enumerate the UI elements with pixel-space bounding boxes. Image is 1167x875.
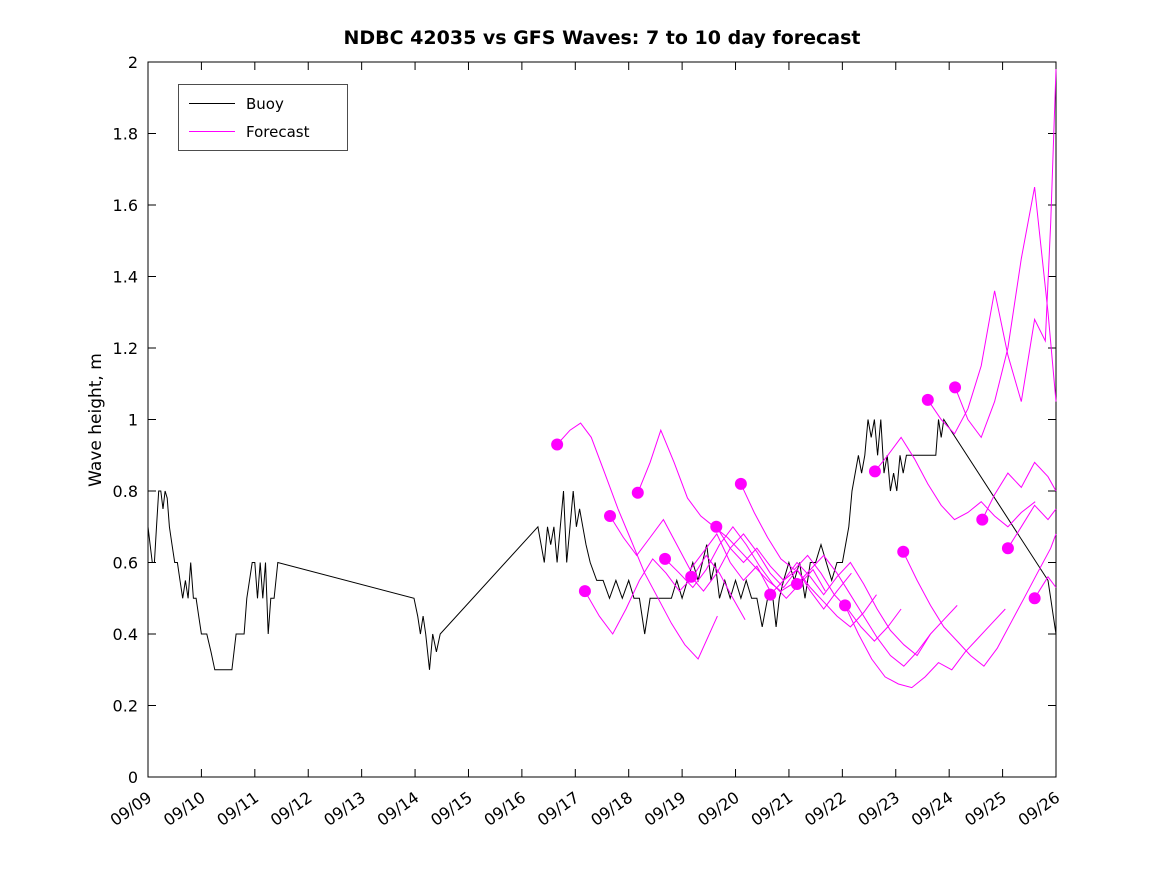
y-tick-label: 2	[128, 53, 138, 72]
legend-label-buoy: Buoy	[246, 94, 284, 113]
forecast-start-dot	[631, 486, 644, 499]
forecast-start-dot	[839, 599, 852, 612]
y-tick-label: 1.8	[113, 125, 138, 144]
forecast-start-dot	[868, 465, 881, 478]
forecast-start-dot	[976, 513, 989, 526]
forecast-line	[1034, 575, 1057, 599]
legend-entry-forecast: Forecast	[189, 122, 329, 141]
forecast-start-dot	[764, 588, 777, 601]
legend: Buoy Forecast	[178, 84, 348, 151]
y-axis-label: Wave height, m	[86, 353, 106, 487]
forecast-start-dot	[790, 577, 803, 590]
legend-entry-buoy: Buoy	[189, 94, 329, 113]
forecast-line	[690, 533, 852, 610]
x-tick-label: 09/16	[481, 788, 530, 830]
forecast-line	[874, 436, 1036, 528]
x-tick-label: 09/22	[801, 788, 850, 830]
forecast-line	[715, 526, 877, 628]
x-tick-label: 09/11	[213, 788, 262, 830]
forecast-line	[556, 422, 718, 660]
legend-label-forecast: Forecast	[246, 122, 310, 141]
forecast-line	[981, 461, 1057, 520]
x-tick-label: 09/10	[160, 788, 209, 830]
forecast-line	[609, 515, 771, 592]
forecast-start-dot	[685, 570, 698, 583]
y-tick-label: 1	[128, 411, 138, 430]
x-tick-label: 09/26	[1015, 788, 1064, 830]
forecast-line-swatch	[189, 131, 235, 132]
x-tick-label: 09/17	[534, 788, 583, 830]
forecast-line	[1007, 504, 1057, 549]
forecast-start-dot	[949, 381, 962, 394]
x-tick-label: 09/23	[854, 788, 903, 830]
y-tick-label: 0	[128, 768, 138, 787]
x-tick-label: 09/19	[641, 788, 690, 830]
forecast-start-dot	[551, 438, 564, 451]
forecast-line	[584, 554, 746, 635]
forecast-line	[796, 554, 958, 667]
forecast-start-dot	[710, 520, 723, 533]
x-tick-label: 09/24	[908, 788, 957, 830]
y-tick-label: 1.2	[113, 339, 138, 358]
buoy-line-swatch	[189, 103, 235, 104]
buoy-line	[147, 418, 1057, 671]
x-tick-label: 09/14	[374, 788, 423, 830]
forecast-line	[637, 428, 799, 592]
x-tick-label: 09/09	[107, 788, 156, 830]
forecast-line	[844, 605, 1006, 689]
x-tick-label: 09/20	[694, 788, 743, 830]
x-tick-label: 09/12	[267, 788, 316, 830]
x-tick-label: 09/25	[961, 788, 1010, 830]
y-tick-label: 0.8	[113, 482, 138, 501]
y-tick-label: 0.2	[113, 697, 138, 716]
forecast-line	[927, 69, 1057, 435]
chart-title: NDBC 42035 vs GFS Waves: 7 to 10 day for…	[343, 27, 861, 49]
x-tick-label: 09/21	[748, 788, 797, 830]
y-tick-label: 0.4	[113, 625, 138, 644]
forecast-line	[740, 483, 902, 642]
y-tick-label: 1.6	[113, 196, 138, 215]
x-tick-label: 09/18	[587, 788, 636, 830]
axes-box	[147, 61, 1057, 778]
forecast-start-dot	[921, 393, 934, 406]
forecast-start-dot	[604, 510, 617, 523]
x-tick-label: 09/15	[427, 788, 476, 830]
forecast-start-dot	[659, 552, 672, 565]
y-tick-label: 0.6	[113, 554, 138, 573]
x-tick-label: 09/13	[320, 788, 369, 830]
forecast-start-dot	[578, 585, 591, 598]
forecast-line	[902, 533, 1057, 667]
forecast-line	[769, 561, 931, 657]
forecast-start-dot	[1001, 542, 1014, 555]
forecast-start-dot	[897, 545, 910, 558]
forecast-line	[954, 187, 1057, 439]
forecast-start-dot	[734, 477, 747, 490]
y-tick-label: 1.4	[113, 268, 138, 287]
forecast-start-dot	[1028, 592, 1041, 605]
